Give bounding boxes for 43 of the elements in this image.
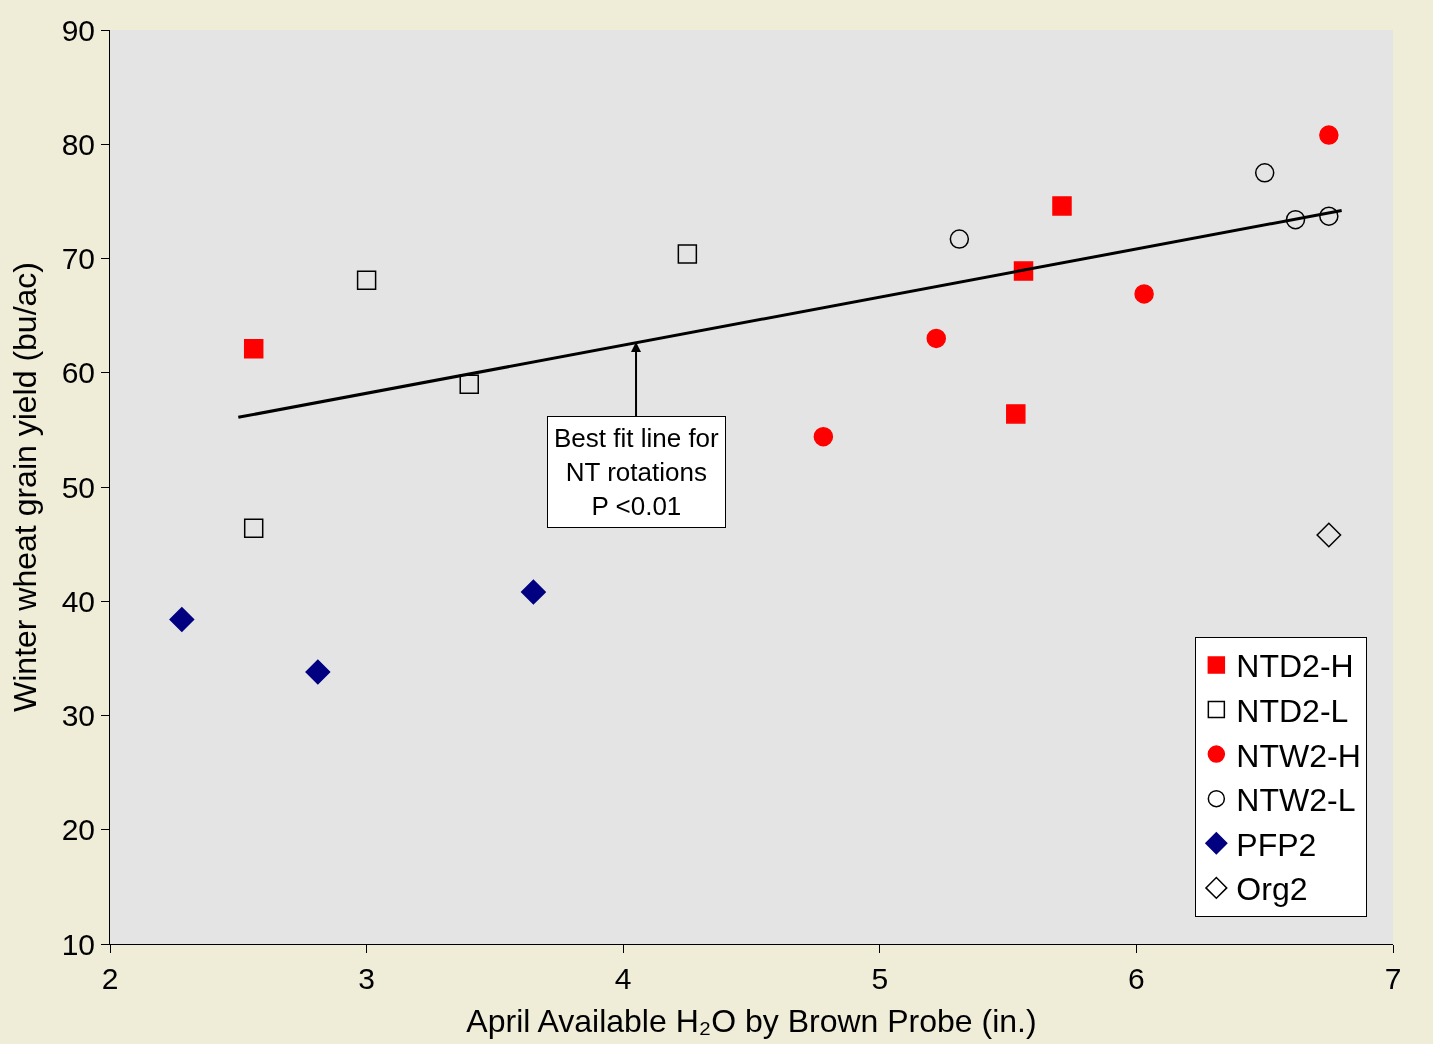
legend-label: NTD2-L: [1236, 692, 1349, 729]
point: [1285, 209, 1306, 230]
point: [1316, 522, 1342, 548]
legend-label: NTW2-H: [1236, 737, 1361, 774]
point: [677, 244, 698, 264]
annotation: Best fit line for NT rotations P <0.01: [554, 423, 720, 521]
point: [243, 339, 264, 359]
x-tick-label: 3: [358, 962, 375, 995]
point: [1006, 404, 1026, 424]
point: [1319, 206, 1339, 226]
y-tick-label: 80: [61, 127, 95, 161]
x-axis-title: April Available H₂O by Brown Probe (in.): [466, 1002, 1037, 1039]
y-tick-label: 50: [61, 470, 95, 504]
legend-label: NTD2-H: [1236, 648, 1354, 685]
y-tick-label: 20: [61, 813, 95, 847]
y-tick-label: 70: [61, 242, 95, 275]
x-tick-label: 2: [101, 962, 119, 995]
x-tick-label: 6: [1128, 962, 1145, 995]
point: [520, 579, 546, 605]
y-tick-label: 10: [61, 927, 95, 961]
point: [459, 374, 479, 394]
point: [169, 607, 195, 632]
point: [926, 328, 946, 349]
point: [305, 659, 331, 685]
point: [356, 270, 377, 290]
point: [949, 229, 970, 249]
legend-label: PFP2: [1236, 826, 1317, 863]
y-tick-label: 40: [61, 584, 95, 618]
legend-label: Org2: [1236, 871, 1308, 908]
point: [1254, 163, 1275, 183]
x-tick-label: 7: [1384, 962, 1402, 995]
point: [243, 518, 264, 538]
y-axis-title: Winter wheat grain yield (bu/ac): [6, 262, 43, 712]
x-tick-label: 5: [871, 962, 889, 995]
y-tick-label: 60: [61, 356, 95, 390]
point: [1052, 196, 1072, 216]
point: [1319, 125, 1339, 145]
point: [813, 426, 834, 447]
y-tick-label: 30: [61, 699, 95, 732]
x-tick-label: 4: [614, 962, 632, 995]
y-tick-label: 90: [61, 13, 95, 47]
point: [1134, 284, 1154, 304]
legend-label: NTW2-L: [1236, 782, 1356, 819]
